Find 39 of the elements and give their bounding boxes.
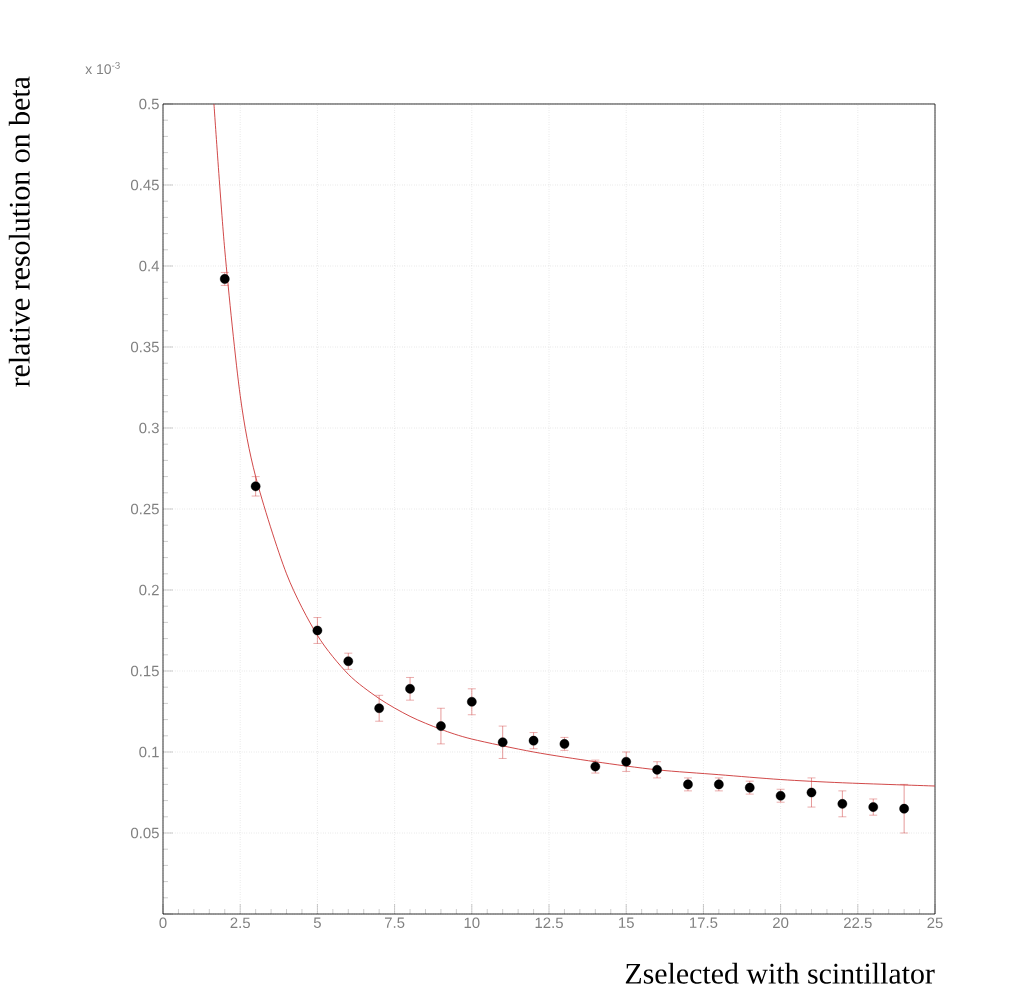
y-tick-label: 0.05 (130, 827, 159, 839)
point (436, 721, 446, 731)
point (652, 765, 662, 775)
x-tick-label: 7.5 (384, 917, 405, 928)
point (497, 737, 508, 748)
y-tick-label: 0.15 (130, 665, 159, 677)
text: x 10$^{-3}$ (85, 61, 120, 75)
point (806, 787, 817, 798)
y-tick-label: 0.25 (130, 503, 159, 515)
x-tick-label: 15 (619, 917, 634, 928)
point (250, 481, 261, 492)
point (374, 703, 384, 714)
point (868, 802, 879, 812)
point (405, 684, 415, 694)
x-tick-label: 10 (464, 917, 480, 929)
x-tick-label: 2.5 (230, 917, 250, 929)
x-tick-label: 5 (313, 917, 321, 928)
y-tick-label: 0.2 (139, 584, 159, 596)
x-axis-title: Zselected with scintillator (625, 962, 935, 984)
y-tick-label: 0.35 (130, 341, 159, 353)
y-tick-label: 0.4 (139, 260, 160, 272)
y-axis-title: relative resolution on beta (8, 76, 30, 387)
point (312, 625, 323, 636)
point (899, 803, 909, 814)
y-tick-label: 0.5 (139, 98, 159, 110)
x-tick-label: 0 (159, 917, 167, 929)
y-tick-label: 0.3 (139, 422, 159, 434)
point (343, 656, 354, 667)
point (621, 756, 631, 767)
x-tick-label: 25 (927, 917, 943, 929)
y-tick-label: 0.45 (130, 179, 159, 191)
point (528, 735, 539, 746)
point (467, 697, 477, 707)
x-tick-label: 17.5 (690, 917, 718, 928)
point (837, 799, 848, 809)
x-tick-label: 12.5 (535, 917, 563, 929)
x-tick-label: 20 (773, 917, 789, 929)
x-tick-label: 22.5 (844, 917, 872, 929)
y-tick-label: 0.1 (139, 746, 159, 758)
